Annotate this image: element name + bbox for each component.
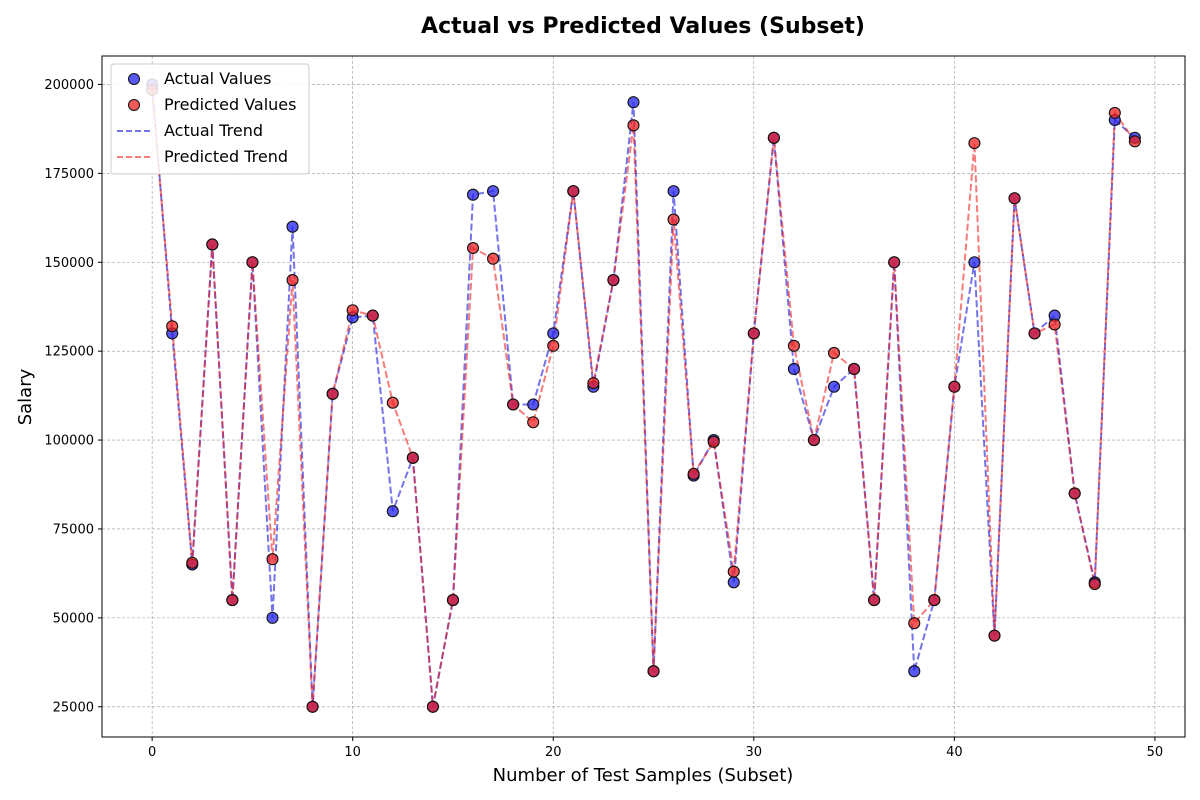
actual-values-point (386, 505, 399, 518)
predicted-values-point (426, 700, 439, 713)
legend-actual-trend-label: Actual Trend (164, 121, 263, 140)
predicted-values-point (707, 435, 720, 448)
y-tick-label: 200000 (44, 78, 94, 93)
actual-trend-line (151, 84, 1136, 707)
predicted-values-point (868, 594, 881, 607)
x-tick-label: 20 (545, 745, 562, 760)
y-axis-label: Salary (15, 368, 36, 425)
predicted-values-point (306, 700, 319, 713)
predicted-values-point (988, 629, 1001, 642)
actual-values-point (827, 380, 841, 393)
predicted-values-point (1028, 327, 1041, 340)
predicted-values-point (667, 213, 680, 226)
predicted-values-point (547, 339, 560, 352)
predicted-values-point (647, 665, 660, 678)
data-points (146, 78, 1141, 713)
legend-predicted-values-label: Predicted Values (164, 95, 296, 114)
predicted-values-point (226, 594, 239, 607)
predicted-values-point (386, 396, 399, 409)
y-tick-label: 25000 (53, 700, 94, 715)
predicted-values-point (286, 273, 299, 287)
predicted-values-point (928, 594, 941, 607)
legend-actual-values-label: Actual Values (164, 69, 271, 88)
trend-lines (151, 84, 1136, 707)
actual-values-point (527, 398, 540, 411)
actual-values-point (487, 185, 500, 198)
predicted-values-point (346, 304, 359, 317)
legend-actual-values-marker (128, 73, 140, 85)
y-axis-ticks: 25000 50000 75000 100000 125000 150000 175000 2… (44, 78, 102, 715)
actual-values-point (667, 185, 680, 198)
predicted-values-point (1108, 106, 1121, 119)
predicted-values-point (627, 119, 640, 132)
predicted-values-point (487, 252, 500, 265)
actual-values-point (466, 188, 480, 201)
x-tick-label: 40 (946, 745, 963, 760)
predicted-values-point (527, 416, 540, 429)
predicted-values-point (446, 594, 460, 607)
actual-values-point (547, 327, 560, 340)
predicted-values-point (166, 320, 179, 333)
x-tick-label: 50 (1147, 745, 1164, 760)
y-tick-label: 50000 (53, 611, 94, 626)
predicted-values-point (1068, 487, 1081, 500)
x-axis-label: Number of Test Samples (Subset) (493, 765, 794, 786)
predicted-values-point (827, 346, 841, 359)
predicted-values-point (1088, 578, 1101, 591)
predicted-values-point (687, 467, 700, 480)
legend-predicted-values-marker (128, 99, 140, 111)
y-tick-label: 175000 (44, 167, 94, 182)
actual-values-point (908, 665, 921, 678)
plot-frame (101, 55, 1186, 738)
predicted-values-point (727, 565, 740, 578)
predicted-values-point (246, 256, 259, 269)
predicted-values-point (326, 387, 339, 400)
legend: Actual Values Predicted Values Actual Tr… (110, 63, 310, 175)
predicted-values-point (787, 339, 800, 352)
actual-values-point (266, 611, 279, 624)
y-tick-label: 150000 (44, 256, 94, 271)
predicted-values-point (266, 553, 279, 566)
predicted-values-point (507, 398, 520, 411)
predicted-values-point (747, 327, 760, 340)
predicted-values-point (848, 362, 861, 375)
predicted-values-point (607, 273, 620, 287)
predicted-values-point (948, 380, 961, 393)
y-tick-label: 75000 (53, 522, 94, 537)
x-axis-ticks: 0 10 20 30 40 50 (148, 737, 1163, 760)
predicted-values-point (186, 556, 199, 569)
actual-values-point (286, 220, 299, 233)
actual-values-point (787, 362, 800, 375)
predicted-values-point (1048, 318, 1061, 331)
predicted-values-point (1128, 135, 1141, 148)
y-tick-label: 125000 (44, 345, 94, 360)
predicted-trend-line (151, 89, 1136, 707)
actual-values-point (727, 576, 740, 589)
predicted-values-point (366, 309, 379, 322)
predicted-values-point (888, 256, 901, 269)
y-tick-label: 100000 (44, 434, 94, 449)
predicted-values-point (1008, 192, 1021, 205)
x-tick-label: 0 (148, 745, 156, 760)
predicted-values-point (908, 617, 921, 630)
predicted-values-point (466, 241, 480, 255)
x-tick-label: 10 (344, 745, 361, 760)
predicted-values-point (206, 238, 219, 251)
actual-values-point (627, 96, 640, 109)
predicted-values-point (807, 434, 821, 447)
predicted-values-point (587, 377, 600, 390)
x-tick-label: 30 (746, 745, 763, 760)
predicted-values-point (406, 451, 419, 464)
legend-box (110, 63, 310, 175)
predicted-values-point (767, 131, 780, 144)
actual-values-point (968, 256, 981, 269)
predicted-values-point (567, 185, 580, 198)
chart-title: Actual vs Predicted Values (Subset) (421, 14, 865, 39)
predicted-values-point (968, 137, 981, 150)
legend-predicted-trend-label: Predicted Trend (164, 147, 288, 166)
